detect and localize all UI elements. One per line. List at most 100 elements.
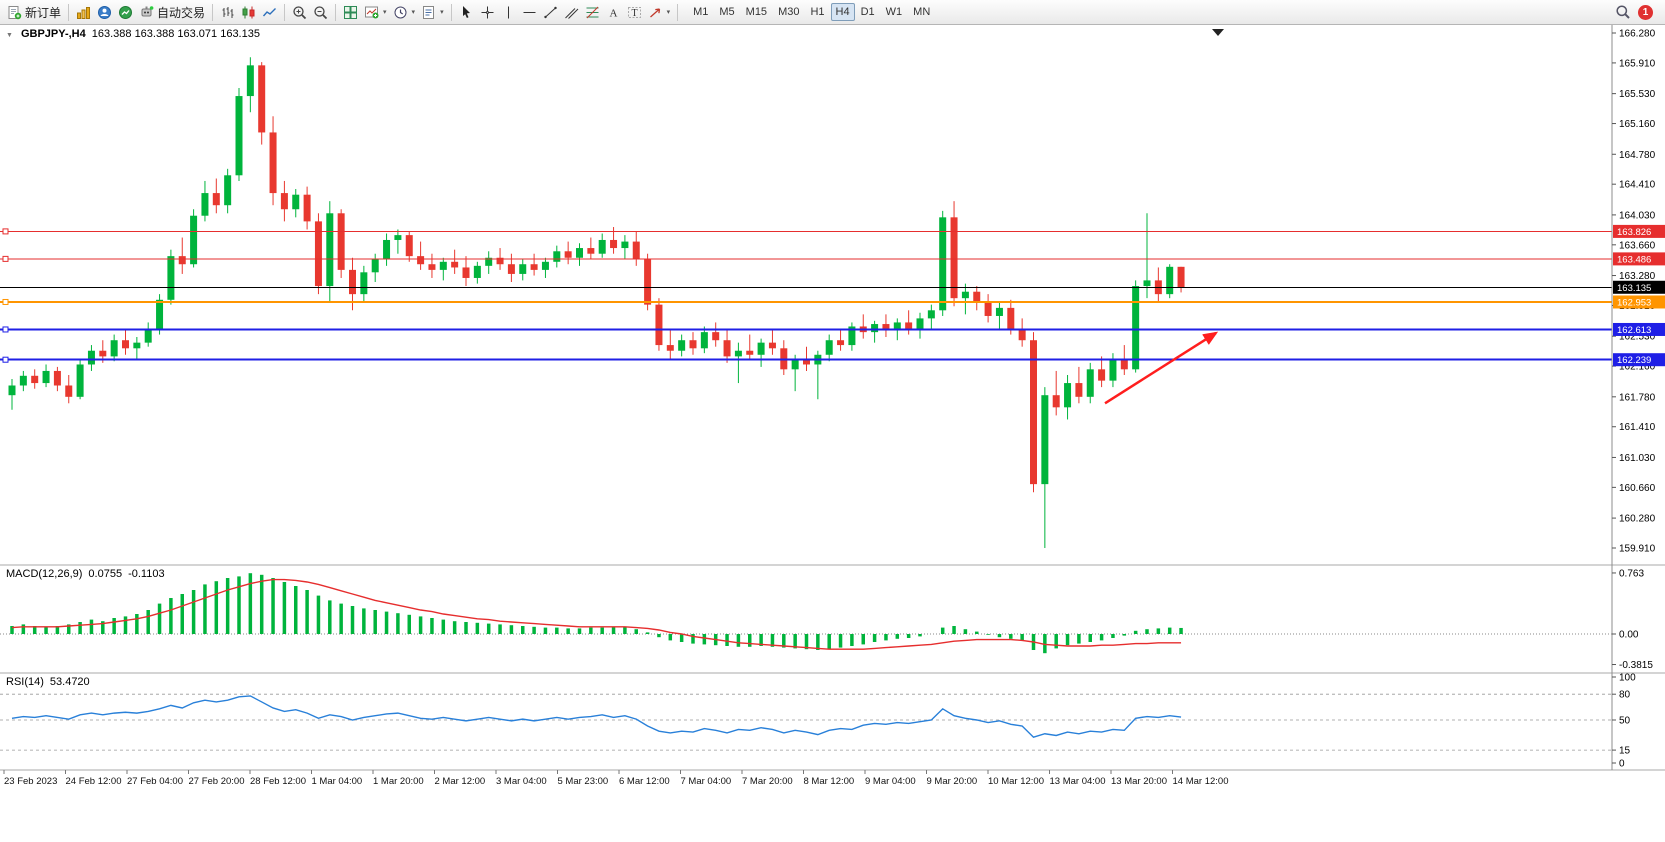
candle [1052, 395, 1060, 408]
candle [621, 241, 629, 249]
candle [700, 332, 708, 349]
arrows-tool-button[interactable]: ▾ [645, 2, 674, 23]
zoom-in-button[interactable] [289, 2, 310, 23]
candle [927, 310, 935, 319]
timeframe-d1[interactable]: D1 [860, 6, 875, 18]
collapse-icon[interactable]: ▼ [6, 32, 13, 39]
time-axis-label: 23 Feb 2023 [4, 776, 57, 787]
cursor-button[interactable] [456, 2, 477, 23]
time-axis-label: 9 Mar 04:00 [865, 776, 916, 787]
candlestick-chart-button[interactable] [238, 2, 259, 23]
vertical-line-button[interactable] [498, 2, 519, 23]
price-tick-label: 160.660 [1619, 483, 1656, 494]
channel-button[interactable] [561, 2, 582, 23]
candle [678, 340, 686, 351]
candle [791, 358, 799, 370]
auto-trading-button[interactable]: 自动交易 [136, 2, 208, 23]
time-axis-label: 27 Feb 20:00 [189, 776, 245, 787]
hline-162.613[interactable] [0, 326, 1612, 333]
candle [995, 307, 1003, 316]
candle [848, 326, 856, 346]
bottom-strip [0, 792, 1665, 842]
candle [961, 291, 969, 299]
data-window-button[interactable] [115, 2, 136, 23]
text-label-button[interactable]: T [624, 2, 645, 23]
price-tick-label: 165.530 [1619, 89, 1656, 100]
timeframe-h1[interactable]: H1 [810, 6, 825, 18]
hline-163.826[interactable] [0, 228, 1612, 235]
horizontal-line-icon [523, 11, 536, 13]
chart-shift-marker[interactable] [1212, 29, 1224, 36]
candle [99, 350, 107, 357]
timeframe-m5[interactable]: M5 [719, 6, 735, 18]
price-tick-label: 162.160 [1619, 362, 1656, 373]
trend-arrow[interactable] [1104, 331, 1219, 405]
candle [530, 264, 538, 270]
time-axis-label: 7 Mar 04:00 [681, 776, 732, 787]
candle [496, 257, 504, 265]
time-axis-label: 1 Mar 20:00 [373, 776, 424, 787]
channel-icon [564, 7, 578, 19]
tile-windows-icon [344, 5, 358, 19]
timeframe-w1[interactable]: W1 [885, 6, 903, 18]
crosshair-icon [481, 6, 494, 18]
candle [1132, 286, 1140, 370]
price-tick-label: 163.280 [1619, 271, 1656, 282]
price-tag-162.239: 162.239 [1613, 353, 1665, 367]
fibonacci-button[interactable] [582, 2, 603, 23]
trendline-button[interactable] [540, 2, 561, 23]
zoom-out-button[interactable] [310, 2, 331, 23]
chart-area: 166.280 165.910 165.530 165.160 164.780 164.4… [0, 25, 1665, 792]
svg-text:162.613: 162.613 [1617, 325, 1651, 336]
hline-162.953[interactable] [0, 298, 1612, 305]
candle [473, 265, 481, 278]
candle [655, 304, 663, 346]
time-axis-label: 24 Feb 12:00 [66, 776, 122, 787]
timeframe-h4[interactable]: H4 [830, 3, 855, 21]
svg-text:163.486: 163.486 [1617, 254, 1651, 265]
candle [746, 350, 754, 355]
candle [734, 350, 742, 357]
search-icon [1616, 5, 1630, 19]
dropdown-caret-icon: ▾ [383, 9, 387, 16]
bar-chart-button[interactable] [217, 2, 238, 23]
market-watch-button[interactable] [94, 2, 115, 23]
hline-163.486[interactable] [0, 255, 1612, 262]
charts-button[interactable] [73, 2, 94, 23]
candle [394, 235, 402, 240]
line-chart-icon [263, 7, 277, 16]
time-axis-label: 8 Mar 12:00 [804, 776, 855, 787]
indicators-button[interactable]: ▾ [361, 2, 390, 23]
candle [1030, 340, 1037, 485]
toolbar-separator [677, 3, 679, 21]
price-tick-label: 165.910 [1619, 58, 1656, 69]
candle [723, 340, 731, 357]
line-chart-button[interactable] [259, 2, 280, 23]
candle [53, 370, 61, 386]
crosshair-button[interactable] [477, 2, 498, 23]
candle [1064, 383, 1072, 408]
candle [507, 264, 515, 274]
notification-badge[interactable]: 1 [1638, 4, 1653, 20]
templates-button[interactable]: ▾ [418, 2, 447, 23]
timeframe-m15[interactable]: M15 [745, 6, 768, 18]
tile-windows-button[interactable] [340, 2, 361, 23]
candle [1177, 266, 1185, 288]
chart-canvas[interactable]: 166.280 165.910 165.530 165.160 164.780 164.4… [0, 25, 1665, 792]
rsi-tick-label: 80 [1619, 690, 1631, 701]
candle [87, 350, 95, 365]
candle [871, 324, 879, 333]
charts-icon [77, 6, 91, 19]
candle [1109, 358, 1117, 381]
timeframe-m30[interactable]: M30 [778, 6, 800, 18]
timeframe-m1[interactable]: M1 [693, 6, 709, 18]
hline-162.239[interactable] [0, 356, 1612, 363]
periods-button[interactable]: ▾ [390, 2, 419, 23]
time-axis-label: 14 Mar 12:00 [1173, 776, 1229, 787]
time-axis-label: 1 Mar 04:00 [312, 776, 363, 787]
timeframe-mn[interactable]: MN [913, 6, 931, 18]
horizontal-line-button[interactable] [519, 2, 540, 23]
search-button[interactable] [1612, 2, 1634, 23]
text-button[interactable]: A [603, 2, 624, 23]
new-order-button[interactable]: 新订单 [4, 2, 64, 23]
